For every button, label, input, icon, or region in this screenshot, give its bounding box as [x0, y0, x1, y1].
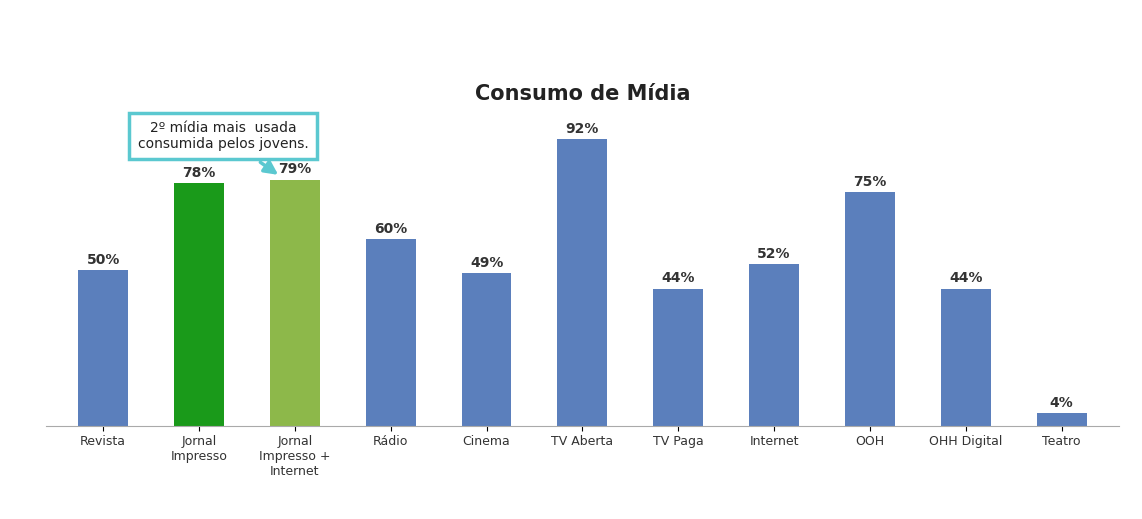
Text: 92%: 92% [565, 122, 600, 136]
Text: 50%: 50% [87, 253, 120, 267]
Bar [270, 180, 320, 426]
Bar [79, 270, 128, 426]
Text: 4%: 4% [1049, 396, 1073, 410]
Text: 79%: 79% [279, 162, 312, 176]
Bar [749, 264, 799, 426]
Text: 75%: 75% [853, 175, 886, 189]
Text: 44%: 44% [661, 271, 695, 285]
Bar [653, 289, 703, 426]
Title: Consumo de Mídia: Consumo de Mídia [475, 84, 690, 104]
Bar [557, 139, 608, 426]
Bar [365, 239, 416, 426]
Text: 2º mídia mais  usada
consumida pelos jovens.: 2º mídia mais usada consumida pelos jove… [138, 121, 308, 173]
Bar [941, 289, 991, 426]
Text: 44%: 44% [949, 271, 982, 285]
Text: 60%: 60% [375, 222, 408, 236]
Text: 78%: 78% [183, 166, 216, 180]
Bar [461, 273, 512, 426]
Bar [845, 192, 895, 426]
Text: 52%: 52% [757, 247, 791, 261]
Bar [1037, 413, 1086, 426]
Bar [174, 183, 224, 426]
Text: 49%: 49% [469, 256, 504, 270]
